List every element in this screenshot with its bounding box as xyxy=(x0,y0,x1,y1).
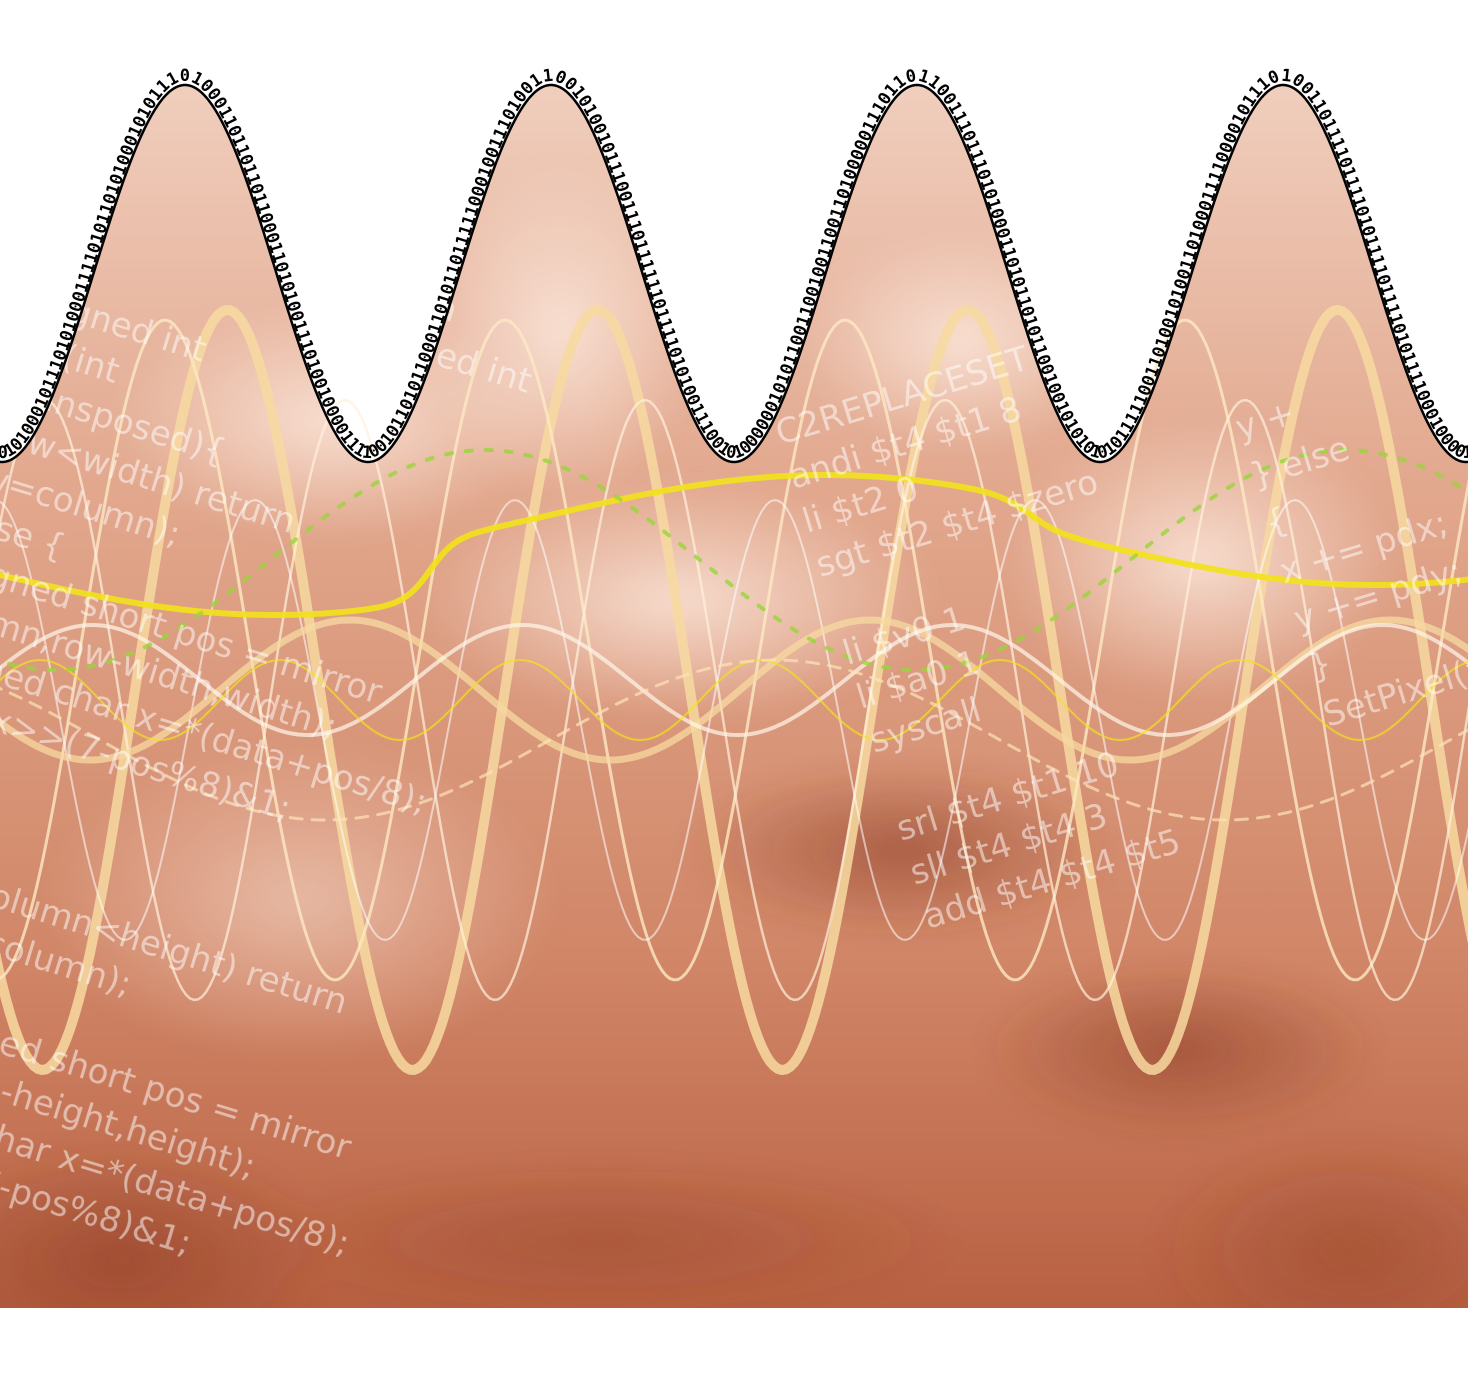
wave-green-dashed xyxy=(0,448,1468,672)
wave-thin-white xyxy=(0,499,1468,941)
top-wave-outline xyxy=(0,83,1468,464)
wave-thin-cream-b xyxy=(0,398,1468,1002)
wave-yellow-thin xyxy=(0,659,1468,741)
wave-yellow-thick xyxy=(0,472,1468,618)
wave-slow-white xyxy=(0,622,1468,738)
wave-thick-cream xyxy=(0,304,1468,1076)
wave-cream-dashed xyxy=(0,658,1468,822)
wave-thin-cream-a xyxy=(0,318,1468,982)
wave-lines xyxy=(0,304,1468,1076)
